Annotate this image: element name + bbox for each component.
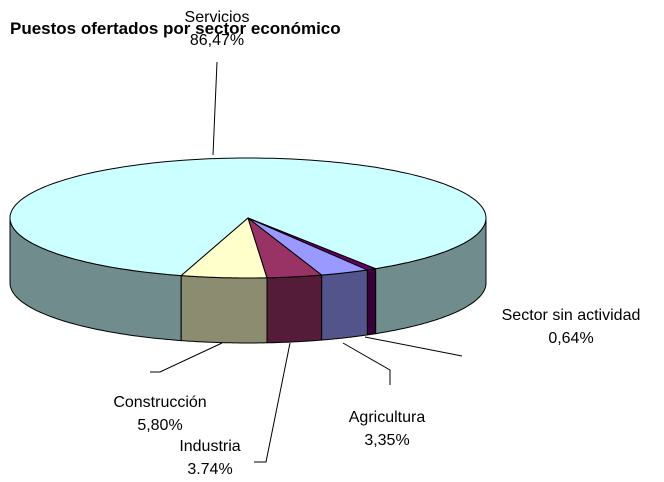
leader-line [254,342,291,463]
leader-line [364,336,463,357]
value-label: 3.74% [187,461,232,478]
leader-line [212,61,218,156]
pie-slice [180,217,268,279]
slice-label: Sector sin actividad [502,307,641,324]
chart-title: Puestos ofertados por sector económico [10,19,341,38]
pie-slice [247,217,368,276]
value-label: 0,64% [548,330,593,347]
labels: Servicios 86,47% Construcción 5,80% Industri… [113,9,640,478]
value-label: 3,35% [364,432,409,449]
pie-slice-side [180,275,268,344]
slice-label: Construcción [113,394,206,411]
leader-line [150,342,223,373]
pie-slice-side [266,274,323,344]
pie-slice [247,217,377,271]
pie [9,157,487,344]
value-label: 5,80% [137,417,182,434]
leader-line [342,342,391,385]
value-label: 86,47% [190,32,244,49]
pie-slice-side [321,269,368,341]
pie-slice [247,217,323,279]
pie-slice [9,157,487,277]
pie-slice-side [366,268,377,336]
slice-label: Industria [179,438,240,455]
slice-label: Agricultura [349,409,426,426]
slice-label: Servicios [185,9,250,26]
